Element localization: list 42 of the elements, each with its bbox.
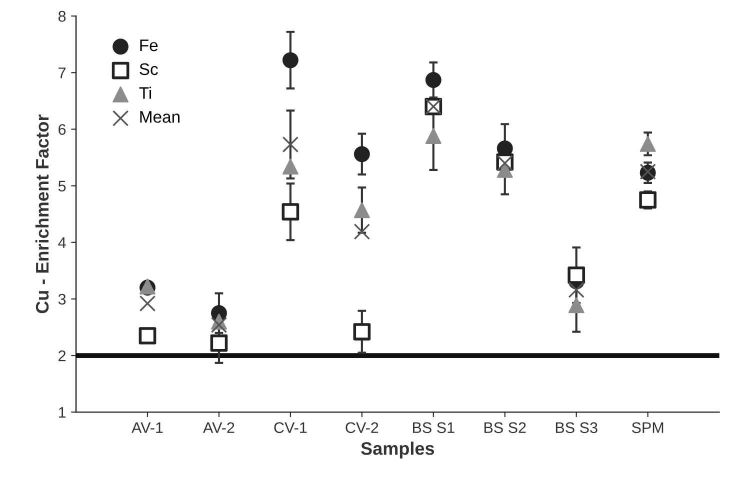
- y-axis-title: Cu - Enrichment Factor: [35, 114, 49, 314]
- x-tick-label: BS S2: [484, 422, 526, 434]
- y-tick-label: 8: [58, 10, 66, 22]
- y-tick-label: 4: [58, 237, 66, 248]
- point: [210, 316, 228, 334]
- legend-label: Sc: [140, 63, 158, 76]
- point: [138, 327, 156, 344]
- point: [282, 203, 300, 220]
- x-tick-label: CV-1: [274, 422, 307, 434]
- point: [282, 158, 298, 175]
- y-tick-label: 1: [58, 407, 66, 418]
- x-tick-label: AV-1: [132, 422, 163, 433]
- point: [568, 282, 584, 298]
- y-tick-label: 3: [58, 294, 66, 305]
- y-tick-label: 7: [58, 68, 66, 78]
- point: [210, 334, 228, 352]
- x-tick-label: CV-2: [346, 422, 378, 434]
- x-tick-label: AV-2: [203, 422, 234, 433]
- x-tick-label: BS S3: [556, 422, 598, 434]
- point: [496, 162, 513, 178]
- point: [353, 323, 371, 340]
- y-tick-label: 2: [58, 350, 66, 362]
- x-tick-label: SPM: [632, 422, 664, 434]
- x-tick-label: BS S1: [413, 422, 454, 434]
- legend-label: Ti: [139, 86, 152, 99]
- point: [282, 52, 298, 68]
- point: [568, 297, 584, 314]
- point: [639, 191, 656, 209]
- y-tick-label: 5: [58, 180, 66, 192]
- legend-label: Fe: [140, 40, 158, 52]
- y-tick-label: 6: [58, 124, 66, 135]
- point: [425, 128, 442, 144]
- x-axis-title: Samples: [361, 442, 434, 458]
- point: [354, 224, 370, 240]
- point: [354, 146, 370, 162]
- point: [139, 295, 156, 312]
- point: [568, 266, 586, 284]
- point: [282, 136, 299, 153]
- point: [425, 72, 442, 88]
- point: [640, 136, 656, 152]
- point: [354, 202, 370, 218]
- legend-label: Mean: [140, 111, 180, 123]
